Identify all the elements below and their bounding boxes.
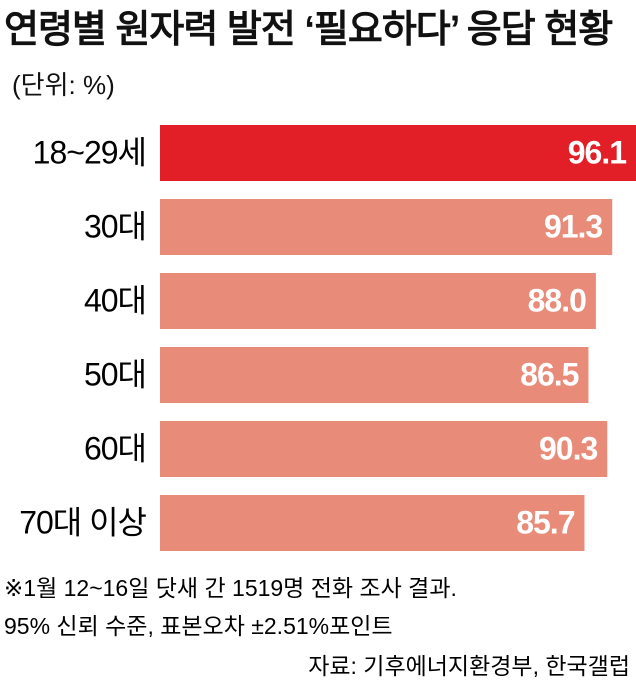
bar: [160, 421, 608, 477]
category-label: 18~29세: [33, 134, 146, 170]
value-label: 96.1: [568, 134, 626, 170]
category-label: 40대: [84, 282, 146, 318]
bar: [160, 495, 585, 551]
value-label: 88.0: [528, 282, 586, 318]
title-block: 연령별 원자력 발전 ‘필요하다’ 응답 현황 (단위: %): [4, 4, 624, 111]
value-label: 90.3: [539, 430, 597, 466]
category-label: 50대: [84, 356, 146, 392]
category-label: 30대: [84, 208, 146, 244]
chart-title: 연령별 원자력 발전 ‘필요하다’ 응답 현황: [4, 9, 613, 51]
note: 95% 신뢰 수준, 표본오차 ±2.51%포인트: [4, 613, 393, 639]
note: ※1월 12~16일 닷새 간 1519명 전화 조사 결과.: [4, 575, 457, 601]
category-label: 70대 이상: [19, 504, 146, 540]
bar: [160, 347, 589, 403]
value-label: 91.3: [544, 208, 602, 244]
value-label: 86.5: [520, 356, 578, 392]
category-label: 60대: [84, 430, 146, 466]
source: 자료: 기후에너지환경부, 한국갤럽: [308, 653, 630, 679]
bar: [160, 199, 613, 255]
value-label: 85.7: [516, 504, 574, 540]
bar: [160, 125, 636, 181]
bar: [160, 273, 596, 329]
unit-label: (단위: %): [12, 70, 115, 100]
